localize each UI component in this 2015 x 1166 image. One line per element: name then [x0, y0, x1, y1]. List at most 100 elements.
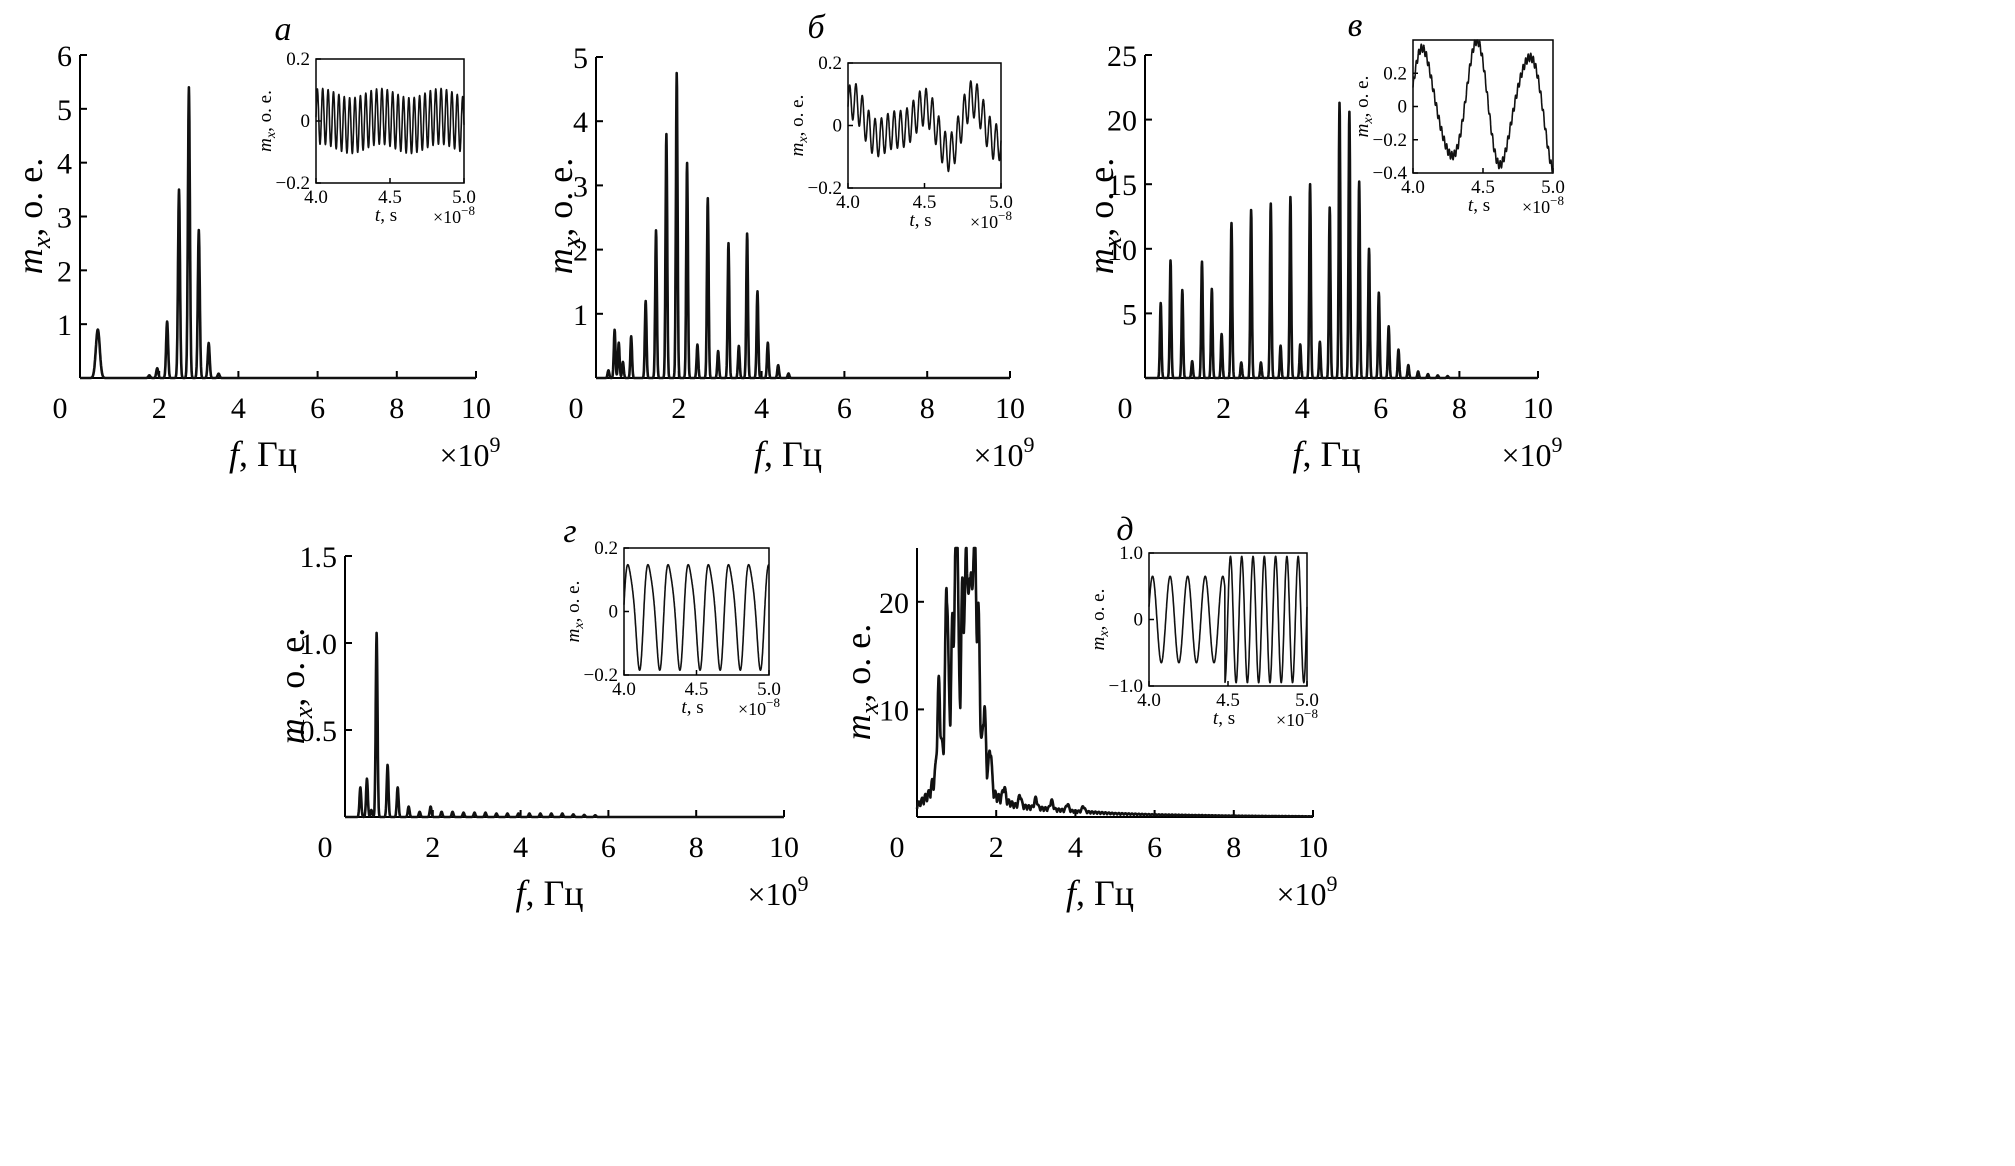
inset-x-axis-label: t, s [681, 697, 703, 718]
label-part: ×10 [738, 699, 766, 719]
spectrum-series [594, 71, 1012, 380]
y-tick-label: 10 [1107, 234, 1137, 267]
x-axis-label: f, Гц [1066, 873, 1134, 913]
inset-x-tick-label: 4.0 [1401, 177, 1425, 198]
y-axis-label: mx, о. е. [838, 624, 884, 741]
x-multiplier: ×109 [439, 432, 500, 473]
x-tick-label: 0 [318, 831, 333, 864]
label-part: , s [1473, 195, 1490, 216]
panel-label: д [1116, 511, 1133, 548]
label-part: , Гц [1302, 434, 1360, 474]
label-part: , о. е. [1088, 589, 1109, 631]
x-tick-label: 6 [1373, 392, 1388, 425]
inset-y-axis-label: mx, о. е. [255, 90, 279, 152]
inset-x-tick-label: 4.5 [378, 187, 402, 208]
inset-x-tick-label: 4.5 [685, 679, 709, 700]
inset-time-trace: 4.0 4.5 5.0 −0.4 −0.2 0 0.2 t, s ×10−8 mx, о. е. [1352, 39, 1565, 217]
inset-y-tick-label: 0.2 [286, 49, 310, 70]
inset-y-tick-label: 1.0 [1119, 543, 1143, 564]
x-axis-label: f, Гц [1292, 434, 1360, 474]
label-part: m [838, 714, 878, 740]
label-part: , s [687, 697, 704, 718]
label-part: ×10 [1501, 437, 1551, 473]
inset-x-tick-label: 4.5 [913, 192, 937, 213]
label-part: 9 [798, 871, 809, 896]
label-part: , о. е. [540, 158, 580, 237]
label-part: m [787, 143, 808, 157]
label-part: t [375, 205, 381, 226]
x-tick-label: 0 [569, 392, 584, 425]
inset-y-tick-label: 0.2 [1383, 63, 1407, 84]
inset-y-axis-label: mx, о. е. [1352, 76, 1376, 138]
x-tick-label: 10 [995, 392, 1025, 425]
label-part: −8 [1550, 193, 1564, 208]
y-tick-label: 1 [57, 309, 72, 342]
inset-trace-series [315, 87, 465, 155]
label-part: , s [1218, 708, 1235, 729]
label-part: −8 [461, 203, 475, 218]
label-part: x [796, 136, 811, 144]
spectrum-series [1143, 101, 1540, 380]
y-axis-label: mx, о. е. [1081, 158, 1127, 275]
y-tick-label: 20 [879, 587, 909, 620]
inset-x-tick-label: 4.5 [1471, 177, 1495, 198]
inset-x-tick-label: 5.0 [1541, 177, 1565, 198]
inset-frame [847, 62, 1002, 189]
inset-y-tick-label: −0.2 [276, 173, 310, 194]
inset-x-axis-label: t, s [909, 210, 931, 231]
label-part: 9 [1327, 871, 1338, 896]
y-tick-label: 0.5 [300, 715, 338, 748]
x-tick-label: 8 [689, 831, 704, 864]
label-part: −8 [1304, 706, 1318, 721]
label-part: ×10 [747, 876, 797, 912]
inset-trace-series [1148, 555, 1308, 684]
label-part: 9 [1552, 432, 1563, 457]
inset-x-multiplier: ×10−8 [738, 695, 780, 719]
inset-x-tick-label: 5.0 [452, 187, 476, 208]
inset-y-tick-label: 0.2 [818, 53, 842, 74]
x-tick-label: 8 [920, 392, 935, 425]
label-part: 9 [490, 432, 501, 457]
label-part: ×10 [439, 437, 489, 473]
inset-x-multiplier: ×10−8 [970, 208, 1012, 232]
y-axis-label: mx, о. е. [10, 158, 56, 275]
inset-time-trace: 4.0 4.5 5.0 −0.2 0 0.2 t, s ×10−8 mx, о. е. [787, 53, 1013, 232]
x-tick-label: 8 [389, 392, 404, 425]
x-tick-label: 6 [837, 392, 852, 425]
spectrum-series [915, 546, 1315, 818]
x-tick-label: 0 [53, 392, 68, 425]
x-tick-label: 10 [1298, 831, 1328, 864]
label-part: ×10 [433, 207, 461, 227]
label-part: x [855, 702, 884, 715]
y-tick-label: 6 [57, 40, 72, 73]
x-tick-label: 6 [601, 831, 616, 864]
y-tick-label: 3 [57, 202, 72, 235]
label-part: , Гц [239, 434, 297, 474]
label-part: , о. е. [838, 624, 878, 703]
y-axis-label: mx, о. е. [272, 628, 318, 745]
inset-x-tick-label: 4.0 [1137, 690, 1161, 711]
x-tick-label: 10 [461, 392, 491, 425]
x-axis-label: f, Гц [515, 873, 583, 913]
label-part: 9 [1024, 432, 1035, 457]
x-tick-label: 10 [769, 831, 799, 864]
y-tick-label: 10 [879, 694, 909, 727]
y-tick-label: 25 [1107, 40, 1137, 73]
label-part: , о. е. [787, 95, 808, 137]
y-tick-label: 4 [573, 106, 588, 139]
inset-trace-series [847, 80, 1002, 173]
y-tick-label: 1.5 [300, 541, 338, 574]
label-part: , Гц [1076, 873, 1134, 913]
x-tick-label: 0 [1118, 392, 1133, 425]
label-part: ×10 [970, 212, 998, 232]
label-part: m [563, 629, 584, 643]
inset-trace-series [623, 563, 770, 672]
label-part: x [1361, 117, 1376, 125]
inset-y-tick-label: −0.2 [1373, 130, 1407, 151]
label-part: x [27, 236, 56, 249]
inset-x-tick-label: 5.0 [757, 679, 781, 700]
x-tick-label: 4 [1068, 831, 1083, 864]
